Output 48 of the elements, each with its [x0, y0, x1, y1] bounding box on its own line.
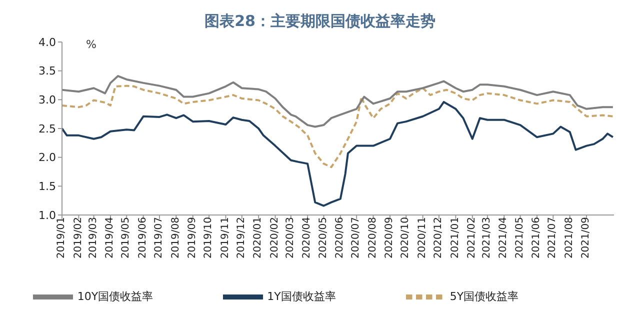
x-tick-label: 2021/09 — [580, 217, 592, 259]
chart-title: 图表28：主要期限国债收益率走势 — [204, 11, 436, 32]
y-tick-label: 3.0 — [38, 94, 56, 107]
line-series — [62, 75, 614, 128]
x-tick-label: 2020/02 — [269, 217, 280, 259]
x-tick-label: 2019/09 — [186, 217, 198, 259]
x-tick-label: 2021/08 — [564, 217, 575, 259]
x-tick-label: 2019/06 — [137, 217, 148, 259]
line-series — [62, 100, 614, 207]
x-tick-label: 2021/01 — [450, 217, 461, 259]
x-tick-label: 2019/10 — [203, 217, 214, 259]
x-tick-label: 2019/07 — [154, 217, 165, 259]
y-tick-label: 3.5 — [38, 64, 56, 78]
y-tick-label: 4.0 — [38, 36, 56, 49]
x-tick-label: 2019/03 — [88, 217, 99, 259]
x-tick-label: 2019/01 — [56, 217, 68, 259]
legend-label: 1Y国债收益率 — [267, 290, 336, 304]
x-tick-label: 2019/08 — [170, 217, 182, 259]
x-tick-label: 2021/06 — [531, 217, 542, 259]
x-tick-label: 2020/06 — [334, 217, 346, 259]
y-tick-label: 2.0 — [38, 151, 56, 164]
x-tick-label: 2021/03 — [482, 217, 493, 259]
x-tick-label: 2019/05 — [120, 217, 132, 259]
x-tick-label: 2020/08 — [367, 217, 378, 259]
legend-label: 5Y国债收益率 — [450, 290, 519, 304]
x-tick-label: 2021/02 — [466, 217, 478, 259]
x-tick-label: 2019/11 — [220, 217, 231, 259]
x-tick-label: 2021/04 — [498, 217, 510, 259]
x-tick-label: 2019/04 — [104, 217, 116, 259]
x-tick-label: 2019/02 — [72, 217, 84, 259]
x-tick-label: 2021/05 — [514, 217, 526, 259]
x-tick-label: 2020/01 — [252, 217, 264, 259]
y-tick-label: 2.5 — [38, 122, 56, 136]
legend-label: 10Y国债收益率 — [77, 290, 154, 304]
x-tick-label: 2020/05 — [318, 217, 329, 259]
x-tick-label: 2020/10 — [400, 217, 412, 259]
x-tick-label: 2020/12 — [433, 217, 444, 259]
y-tick-label: 1.5 — [38, 180, 56, 194]
x-tick-label: 2020/04 — [302, 217, 313, 259]
x-tick-label: 2020/09 — [384, 217, 396, 259]
x-tick-label: 2020/07 — [350, 217, 362, 259]
y-axis-title: % — [86, 38, 96, 51]
x-tick-label: 2021/07 — [547, 217, 558, 259]
x-tick-label: 2020/11 — [416, 217, 428, 259]
x-tick-label: 2020/03 — [284, 217, 296, 259]
x-tick-label: 2019/12 — [236, 217, 247, 259]
line-series — [62, 84, 614, 168]
y-tick-label: 1.0 — [38, 208, 56, 222]
